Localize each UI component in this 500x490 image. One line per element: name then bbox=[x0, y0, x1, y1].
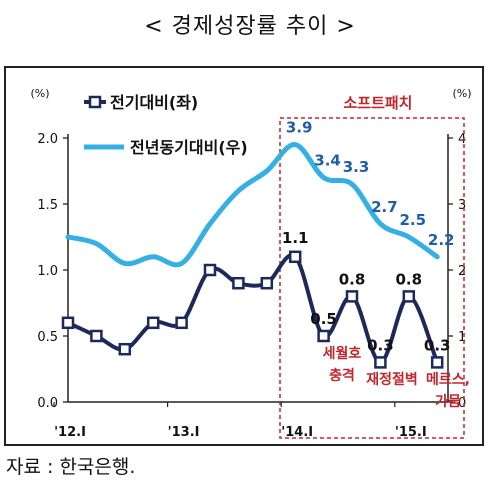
axes-layer: 0.0 0.5 1.0 1.5 2.0 (%) 0 1 2 3 4 (%) '12.I '13.I '14.… bbox=[30, 87, 471, 440]
qoq-marker bbox=[146, 316, 160, 330]
qoq-data-label: 0.3 bbox=[424, 336, 451, 354]
qoq-marker bbox=[402, 290, 416, 303]
right-tick-label: 1 bbox=[458, 330, 466, 345]
series-layer bbox=[61, 142, 444, 369]
left-tick-label: 2.0 bbox=[37, 132, 58, 147]
left-tick-label: 1.5 bbox=[37, 198, 58, 213]
qoq-marker bbox=[90, 329, 103, 343]
event-annotation: 충격 bbox=[329, 367, 355, 384]
yoy-data-label: 2.5 bbox=[400, 211, 427, 229]
yoy-data-label: 2.7 bbox=[371, 198, 398, 216]
qoq-data-label: 0.8 bbox=[396, 270, 423, 288]
qoq-data-label: 0.3 bbox=[367, 336, 394, 354]
qoq-marker bbox=[232, 276, 245, 290]
qoq-marker bbox=[203, 263, 217, 277]
left-tick-label: 0.0 bbox=[37, 396, 58, 411]
qoq-data-label: 0.5 bbox=[310, 310, 337, 328]
qoq-marker bbox=[118, 342, 132, 356]
qoq-marker bbox=[288, 250, 302, 264]
data-labels-layer: 3.93.4 3.3 2.72.52.2 1.1 0.5 0.8 0.3 0.8 0.3 세월호충… bbox=[282, 119, 470, 410]
chart-title: < 경제성장률 추이 > bbox=[144, 14, 356, 39]
event-annotation: 메르스, bbox=[426, 372, 470, 388]
qoq-marker bbox=[175, 316, 188, 330]
event-annotation: 세월호 bbox=[323, 345, 362, 362]
right-tick-label: 4 bbox=[458, 132, 466, 147]
right-tick-label: 3 bbox=[458, 198, 466, 213]
x-tick-label: '14.I bbox=[281, 425, 313, 440]
qoq-marker bbox=[345, 290, 359, 303]
left-tick-label: 0.5 bbox=[37, 330, 58, 345]
legend-yoy-label: 전년동기대비(우) bbox=[130, 138, 248, 157]
soft-patch-box bbox=[279, 117, 465, 439]
chart-frame: 0.0 0.5 1.0 1.5 2.0 (%) 0 1 2 3 4 (%) '12.I '13.I '14.… bbox=[4, 66, 484, 446]
growth-rate-chart: 0.0 0.5 1.0 1.5 2.0 (%) 0 1 2 3 4 (%) '12.I '13.I '14.… bbox=[30, 87, 471, 440]
yoy-data-label: 2.2 bbox=[428, 231, 455, 249]
right-unit-label: (%) bbox=[452, 87, 471, 100]
event-annotation: 가뭄 bbox=[435, 394, 461, 410]
right-tick-label: 2 bbox=[458, 264, 466, 279]
qoq-marker bbox=[61, 316, 75, 330]
yoy-data-label: 3.4 bbox=[314, 152, 341, 170]
event-annotation: 재정절벽 bbox=[366, 371, 418, 388]
x-tick-label: '12.I bbox=[54, 425, 86, 440]
soft-patch-highlight: 소프트패치 bbox=[279, 94, 465, 439]
legend-qoq-marker bbox=[88, 95, 102, 109]
left-tick-label: 1.0 bbox=[37, 264, 58, 279]
x-tick-label: '15.I bbox=[395, 425, 427, 440]
yoy-data-label: 3.3 bbox=[343, 158, 370, 176]
yoy-data-label: 3.9 bbox=[286, 119, 313, 137]
yoy-series-line bbox=[65, 142, 440, 268]
qoq-data-label: 1.1 bbox=[282, 229, 309, 247]
legend: 전기대비(좌) 전년동기대비(우) bbox=[84, 93, 248, 157]
qoq-marker bbox=[430, 356, 444, 369]
qoq-marker bbox=[317, 329, 330, 343]
source-note: 자료 : 한국은행. bbox=[6, 456, 136, 478]
left-unit-label: (%) bbox=[30, 87, 49, 100]
qoq-data-label: 0.8 bbox=[339, 270, 366, 288]
right-tick-label: 0 bbox=[458, 396, 466, 411]
soft-patch-label: 소프트패치 bbox=[343, 94, 412, 112]
qoq-marker bbox=[374, 356, 387, 369]
legend-qoq-label: 전기대비(좌) bbox=[110, 93, 198, 112]
x-tick-label: '13.I bbox=[168, 425, 200, 440]
qoq-marker bbox=[260, 276, 274, 290]
